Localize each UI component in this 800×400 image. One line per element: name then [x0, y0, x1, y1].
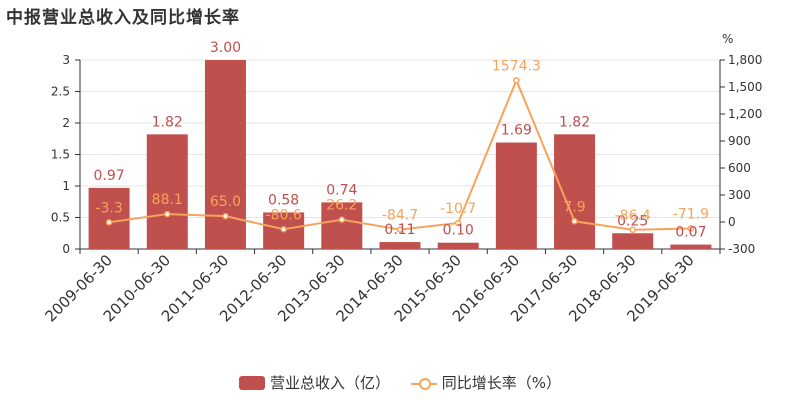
line-point	[338, 216, 346, 223]
bar-value-label: 1.82	[152, 114, 183, 130]
y-left-tick-label: 2	[62, 116, 70, 130]
line-point	[280, 226, 287, 233]
legend: 营业总收入（亿） 同比增长率（%）	[0, 372, 800, 394]
bar	[321, 202, 363, 249]
bar-value-label: 0.58	[268, 192, 299, 208]
y-left-tick-label: 0.5	[51, 211, 70, 225]
bar-value-label: 0.74	[326, 182, 357, 198]
line-point	[513, 77, 520, 84]
bar	[146, 134, 188, 249]
y-left-tick-label: 0	[62, 242, 70, 256]
line-value-label: -71.9	[673, 206, 709, 222]
bar	[670, 244, 712, 249]
bar	[88, 187, 130, 249]
y-right-tick-label: 900	[728, 134, 751, 148]
y-left-tick-label: 1	[62, 179, 70, 193]
y-right-tick-label: 1,500	[728, 80, 762, 94]
y-right-tick-label: 1,200	[728, 107, 762, 121]
y-right-unit-label: %	[722, 32, 733, 46]
legend-label-growth: 同比增长率（%）	[441, 374, 562, 392]
line-value-label: -86.4	[615, 208, 651, 224]
bar	[204, 60, 246, 249]
bar-value-label: 0.10	[443, 223, 474, 239]
legend-bar-swatch	[238, 375, 265, 390]
legend-item-revenue[interactable]: 营业总收入（亿）	[238, 372, 390, 393]
line-value-label: -80.6	[266, 207, 302, 223]
line-value-label: 1574.3	[492, 58, 541, 74]
chart-title: 中报营业总收入及同比增长率	[6, 8, 240, 28]
legend-line-swatch	[410, 376, 437, 390]
bar-value-label: 0.07	[675, 225, 706, 241]
bar-value-label: 3.00	[210, 40, 241, 56]
bar-value-label: 1.69	[501, 123, 532, 139]
line-point	[571, 218, 578, 225]
bar	[495, 142, 537, 249]
bar-value-label: 0.11	[384, 222, 415, 238]
line-point	[629, 226, 636, 234]
bar	[554, 134, 596, 249]
line-value-label: 7.9	[563, 199, 585, 215]
legend-label-revenue: 营业总收入（亿）	[269, 374, 390, 392]
bar-value-label: 1.82	[559, 114, 590, 130]
y-right-tick-label: 300	[728, 188, 751, 202]
line-point	[396, 226, 404, 233]
y-left-tick-label: 3	[62, 53, 70, 67]
line-point	[105, 219, 113, 226]
line-point	[687, 225, 695, 232]
line-point	[454, 219, 462, 227]
y-left-tick-label: 1.5	[51, 148, 70, 162]
line-value-label: 26.2	[326, 198, 357, 214]
legend-item-growth[interactable]: 同比增长率（%）	[410, 372, 562, 393]
line-point	[164, 210, 171, 218]
y-left-tick-label: 2.5	[51, 85, 70, 99]
y-right-tick-label: 0	[728, 215, 736, 229]
bar	[612, 233, 654, 249]
bar-value-label: 0.97	[94, 168, 125, 184]
line-point	[222, 212, 229, 220]
line-value-label: -10.7	[440, 201, 476, 217]
line-value-label: -3.3	[95, 200, 122, 216]
bar-value-label: 0.25	[617, 213, 648, 229]
y-right-tick-label: 1,800	[728, 53, 762, 67]
y-right-tick-label: 600	[728, 161, 751, 175]
bar	[379, 242, 421, 249]
bar	[437, 242, 479, 249]
line-value-label: 65.0	[210, 194, 241, 210]
line-value-label: -84.7	[382, 208, 418, 224]
line-value-label: 88.1	[152, 192, 183, 208]
y-right-tick-label: -300	[728, 242, 755, 256]
